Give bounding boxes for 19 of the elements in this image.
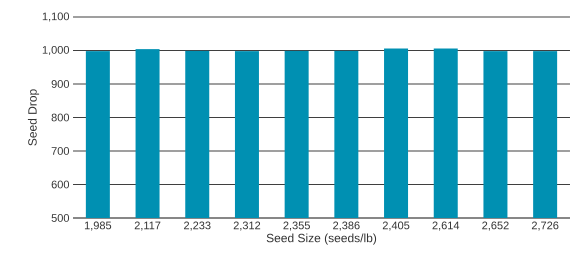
y-tick-label: 1,100 <box>42 12 70 22</box>
x-tick-label: 2,117 <box>134 222 160 231</box>
y-tick-label: 1,000 <box>42 46 70 56</box>
y-tick-label: 500 <box>52 214 70 222</box>
x-tick-label: 2,405 <box>382 222 410 231</box>
y-tick-label: 700 <box>52 147 70 155</box>
x-tick-label: 2,726 <box>532 222 558 231</box>
y-tick-label: 600 <box>52 180 70 188</box>
y-axis-title: Seed Drop <box>28 89 40 146</box>
x-axis-title: Seed Size (seeds/lb) <box>266 233 376 245</box>
y-tick-label: 800 <box>52 114 70 122</box>
x-tick-label: 2,652 <box>482 222 509 231</box>
x-tick-label: 2,355 <box>283 222 310 231</box>
x-tick-label: 2,312 <box>234 222 260 231</box>
x-tick-label: 2,233 <box>184 222 211 231</box>
x-tick-label: 1,985 <box>84 222 112 231</box>
x-tick-label: 2,614 <box>432 222 460 231</box>
y-tick-label: 900 <box>52 80 70 88</box>
x-tick-label: 2,386 <box>333 222 360 231</box>
